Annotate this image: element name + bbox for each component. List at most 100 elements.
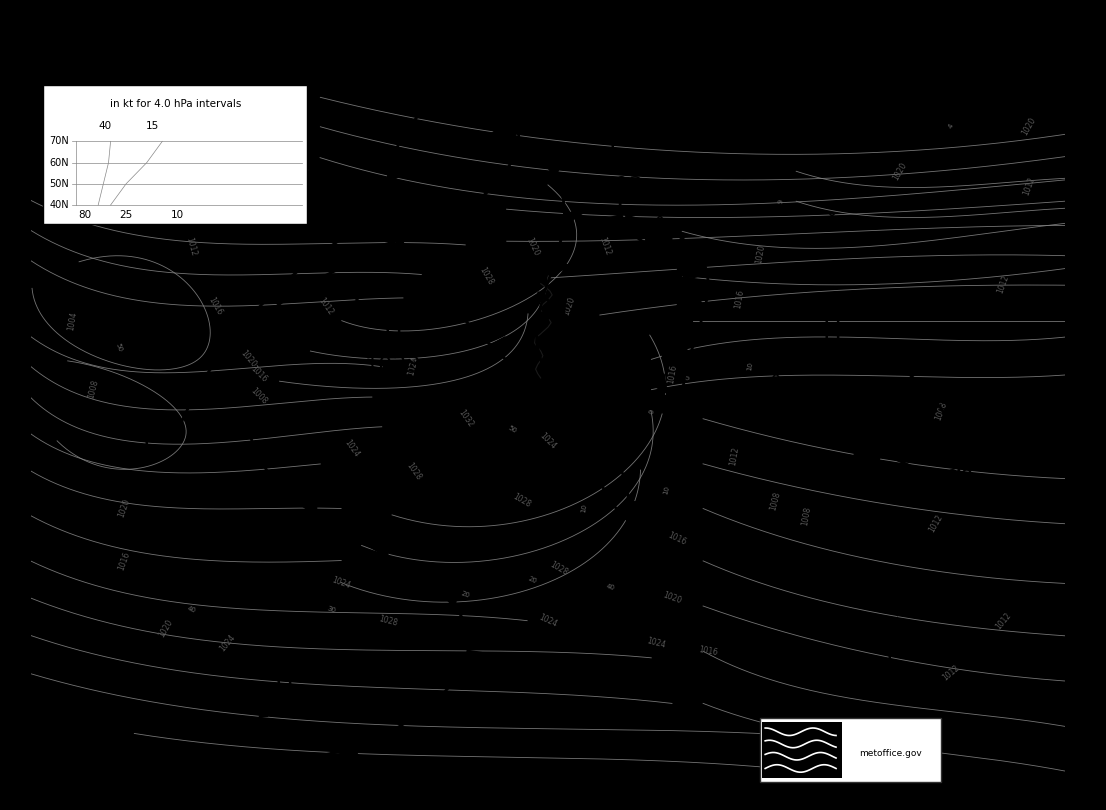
Text: 1012: 1012: [1021, 176, 1036, 197]
Text: 60N: 60N: [50, 158, 70, 168]
Text: 1016: 1016: [733, 288, 745, 309]
Text: 1008: 1008: [249, 386, 269, 406]
Text: 1020: 1020: [524, 236, 541, 257]
Polygon shape: [414, 255, 430, 273]
Polygon shape: [628, 501, 647, 515]
Text: 1003: 1003: [587, 177, 644, 196]
Circle shape: [471, 167, 498, 186]
Text: H: H: [275, 665, 294, 689]
Polygon shape: [257, 449, 274, 467]
Text: 50: 50: [507, 425, 518, 435]
Text: 1033: 1033: [365, 356, 421, 376]
Text: 1030: 1030: [255, 701, 313, 721]
Text: 1024: 1024: [218, 633, 237, 654]
Text: 4: 4: [948, 123, 954, 130]
Text: 1016: 1016: [207, 296, 223, 317]
Circle shape: [897, 383, 924, 402]
Text: 10: 10: [662, 484, 671, 495]
Circle shape: [432, 198, 458, 216]
Text: 20: 20: [460, 590, 470, 599]
Text: 0: 0: [685, 374, 691, 380]
Polygon shape: [374, 538, 388, 556]
Circle shape: [678, 259, 703, 278]
Text: 1012: 1012: [316, 296, 335, 317]
Text: 1008: 1008: [769, 491, 782, 511]
Text: L: L: [143, 441, 157, 464]
Text: 1028: 1028: [512, 492, 533, 509]
Text: 50N: 50N: [50, 179, 70, 189]
Circle shape: [646, 229, 671, 249]
Polygon shape: [710, 396, 728, 412]
Polygon shape: [546, 159, 563, 177]
Bar: [762, 722, 842, 778]
Polygon shape: [536, 312, 557, 326]
Circle shape: [321, 249, 346, 268]
Polygon shape: [303, 497, 317, 515]
Circle shape: [899, 471, 926, 490]
Circle shape: [926, 472, 952, 491]
Text: 1028: 1028: [478, 266, 494, 287]
Polygon shape: [336, 747, 361, 760]
Text: 1020: 1020: [754, 244, 766, 264]
Polygon shape: [564, 212, 583, 226]
Text: 10: 10: [745, 361, 753, 371]
Text: H: H: [384, 321, 403, 344]
Text: 1016: 1016: [667, 531, 688, 547]
Text: 1008: 1008: [801, 505, 813, 526]
Circle shape: [662, 344, 688, 363]
Polygon shape: [640, 245, 666, 258]
Text: 80: 80: [79, 210, 92, 220]
Circle shape: [854, 448, 879, 467]
Text: metoffice.gov: metoffice.gov: [859, 748, 921, 758]
Bar: [760, 718, 941, 782]
Text: 1016: 1016: [249, 364, 269, 384]
Text: 1024: 1024: [407, 356, 420, 377]
Text: 1028: 1028: [377, 614, 398, 628]
Polygon shape: [611, 446, 628, 464]
Polygon shape: [567, 418, 584, 437]
Text: H: H: [885, 639, 904, 663]
Circle shape: [267, 279, 293, 298]
Text: 1024: 1024: [292, 153, 307, 174]
Text: H: H: [471, 437, 490, 461]
Text: 1012: 1012: [728, 446, 740, 467]
Polygon shape: [444, 588, 459, 607]
Text: 1033: 1033: [452, 472, 509, 492]
Text: 1024: 1024: [331, 576, 352, 591]
Polygon shape: [532, 377, 546, 395]
Text: 1020: 1020: [116, 498, 132, 519]
Polygon shape: [594, 464, 612, 481]
Text: 1008: 1008: [933, 400, 949, 422]
Text: 1016: 1016: [666, 364, 678, 384]
Polygon shape: [387, 170, 408, 183]
Text: 1012: 1012: [927, 513, 945, 534]
Polygon shape: [599, 336, 613, 355]
Polygon shape: [62, 753, 81, 769]
Text: L: L: [629, 328, 643, 352]
Text: 1023: 1023: [804, 356, 860, 376]
Text: 20: 20: [528, 575, 538, 584]
Text: 1028: 1028: [547, 560, 568, 577]
Text: 70N: 70N: [50, 136, 70, 147]
Polygon shape: [392, 213, 409, 229]
Polygon shape: [465, 650, 487, 663]
Text: 40N: 40N: [50, 200, 70, 210]
Text: 1024: 1024: [343, 438, 361, 459]
Text: 1020: 1020: [239, 348, 258, 369]
Polygon shape: [653, 374, 667, 393]
Polygon shape: [603, 215, 627, 228]
Text: 1004: 1004: [66, 311, 79, 331]
Text: 1008: 1008: [86, 378, 100, 399]
Text: 50: 50: [115, 342, 123, 352]
Polygon shape: [573, 399, 588, 418]
Circle shape: [378, 224, 405, 242]
Text: 25: 25: [119, 210, 133, 220]
Text: 1012: 1012: [185, 236, 198, 257]
Text: 1012: 1012: [995, 273, 1011, 294]
Text: 40: 40: [186, 605, 197, 614]
Text: H: H: [823, 321, 842, 344]
Text: L: L: [608, 141, 623, 164]
Text: 1028: 1028: [405, 461, 422, 481]
Polygon shape: [541, 356, 559, 373]
Polygon shape: [550, 262, 573, 275]
